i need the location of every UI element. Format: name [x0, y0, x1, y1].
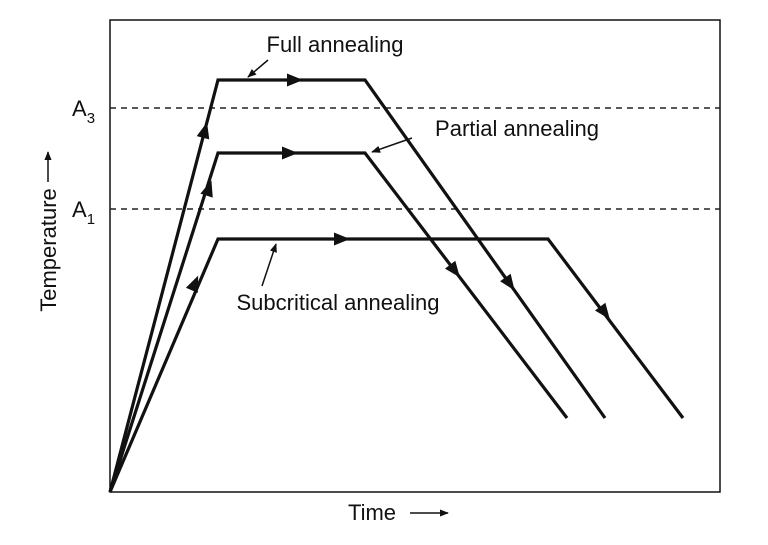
arrowhead: [287, 73, 303, 87]
pointer: [261, 243, 277, 287]
pointer: [247, 59, 269, 78]
a3-label: A3: [72, 96, 95, 127]
arrowhead: [185, 275, 199, 293]
arrowhead: [500, 273, 515, 291]
full-annealing-label: Full annealing: [267, 32, 404, 57]
arrowhead: [282, 146, 298, 160]
partial-annealing-label: Partial annealing: [435, 116, 599, 141]
arrowhead: [594, 302, 610, 320]
x-axis-label: Time: [348, 500, 396, 525]
subcritical-annealing-label: Subcritical annealing: [236, 290, 439, 315]
subcritical-annealing-curve: [108, 237, 685, 493]
arrowhead: [196, 122, 210, 140]
partial-annealing-curve: [108, 151, 569, 493]
y-axis-label: Temperature: [36, 188, 61, 312]
arrowhead: [200, 180, 213, 198]
full-annealing-curve: [108, 78, 607, 493]
a1-label: A1: [72, 197, 95, 228]
arrowheads: [185, 73, 610, 320]
frame: [109, 19, 721, 493]
pointer: [371, 137, 413, 153]
arrowhead: [334, 232, 350, 246]
arrowhead: [444, 260, 460, 278]
